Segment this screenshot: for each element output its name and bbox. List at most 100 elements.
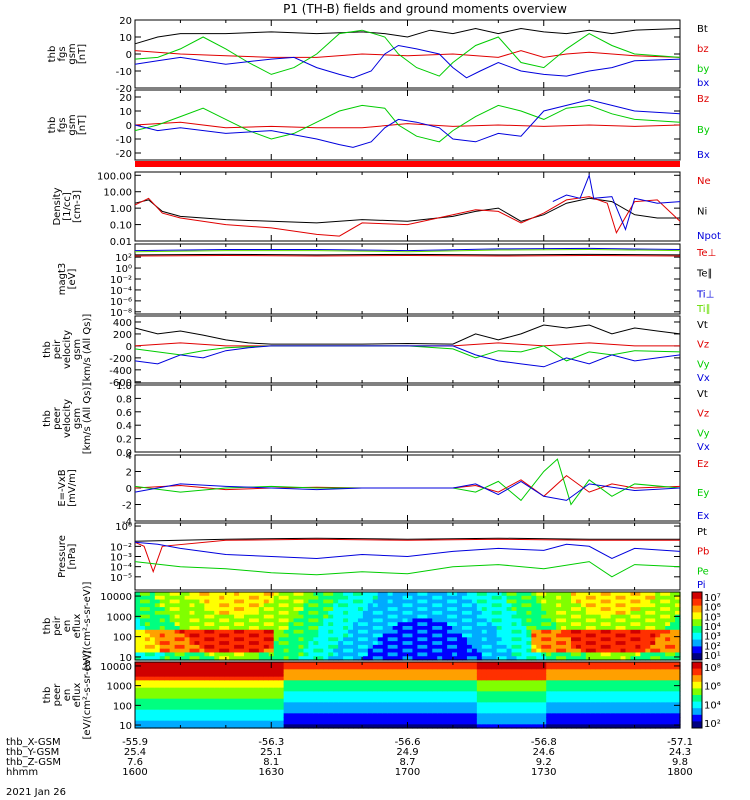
spectrogram-cell xyxy=(452,637,458,642)
spectrogram-cell xyxy=(288,652,295,657)
spectrogram-cell xyxy=(561,673,567,678)
spectrogram-cell xyxy=(640,610,646,616)
spectrogram-cell xyxy=(442,610,448,616)
spectrogram-cell xyxy=(481,656,488,661)
spectrogram-cell xyxy=(600,713,607,718)
spectrogram-cell xyxy=(273,629,280,635)
ephemeris-value: 1630 xyxy=(259,767,284,778)
spectrogram-cell xyxy=(447,648,453,654)
spectrogram-cell xyxy=(402,603,409,608)
spectrogram-cell xyxy=(452,684,458,689)
spectrogram-cell xyxy=(164,637,171,642)
spectrogram-cell xyxy=(571,724,577,729)
spectrogram-cell xyxy=(427,644,433,650)
spectrogram-cell xyxy=(640,662,646,667)
spectrogram-cell xyxy=(239,713,245,718)
spectrogram-cell xyxy=(164,709,171,714)
spectrogram-cell xyxy=(466,720,473,725)
spectrogram-cell xyxy=(536,724,542,729)
spectrogram-cell xyxy=(253,713,260,718)
spectrogram-cell xyxy=(650,706,656,711)
spectrogram-cell xyxy=(645,673,651,678)
spectrogram-cell xyxy=(303,691,310,696)
spectrogram-cell xyxy=(561,698,567,703)
spectrogram-cell xyxy=(501,687,508,692)
spectrogram-cell xyxy=(462,648,468,654)
spectrogram-cell xyxy=(650,698,656,703)
spectrogram-cell xyxy=(556,717,562,722)
spectrogram-cell xyxy=(323,633,329,638)
spectrogram-cell xyxy=(338,603,344,608)
spectrogram-cell xyxy=(224,662,230,667)
spectrogram-cell xyxy=(248,706,255,711)
spectrogram-cell xyxy=(283,595,290,601)
spectrogram-cell xyxy=(506,618,513,623)
spectrogram-cell xyxy=(278,637,285,642)
spectrogram-cell xyxy=(506,622,513,627)
spectrogram-cell xyxy=(169,599,176,604)
spectrogram-cell xyxy=(417,691,423,696)
spectrogram-cell xyxy=(660,595,666,601)
spectrogram-cell xyxy=(263,698,270,703)
spectrogram-cell xyxy=(462,717,468,722)
spectrogram-cell xyxy=(164,622,171,627)
spectrogram-cell xyxy=(640,720,646,725)
spectrogram-cell xyxy=(397,592,404,597)
spectrogram-cell xyxy=(566,633,572,638)
spectrogram-cell xyxy=(551,652,557,657)
spectrogram-cell xyxy=(362,702,369,707)
spectrogram-cell xyxy=(244,673,250,678)
spectrogram-cell xyxy=(566,652,572,657)
spectrogram-cell xyxy=(536,607,542,612)
spectrogram-cell xyxy=(189,717,196,722)
spectrogram-cell xyxy=(660,637,666,642)
spectrogram-cell xyxy=(367,644,374,650)
spectrogram-cell xyxy=(184,669,191,674)
spectrogram-cell xyxy=(184,662,191,667)
spectrogram-cell xyxy=(422,713,428,718)
spectrogram-cell xyxy=(660,724,666,729)
spectrogram-cell xyxy=(620,656,627,661)
spectrogram-cell xyxy=(372,706,379,711)
spectrogram-cell xyxy=(417,618,423,623)
spectrogram-cell xyxy=(536,614,542,620)
series-Bz xyxy=(134,121,681,129)
spectrogram-cell xyxy=(580,713,587,718)
spectrogram-cell xyxy=(397,684,404,689)
spectrogram-cell xyxy=(541,676,547,681)
spectrogram-cell xyxy=(437,691,443,696)
spectrogram-cell xyxy=(546,698,552,703)
spectrogram-cell xyxy=(571,684,577,689)
spectrogram-cell xyxy=(561,713,567,718)
spectrogram-cell xyxy=(506,702,513,707)
spectrogram-cell xyxy=(258,603,265,608)
spectrogram-cell xyxy=(452,662,458,667)
spectrogram-cell xyxy=(263,622,270,627)
spectrogram-cell xyxy=(630,633,637,638)
spectrogram-cell xyxy=(283,592,290,597)
spectrogram-cell xyxy=(546,637,552,642)
spectrogram-cell xyxy=(278,669,285,674)
spectrogram-cell xyxy=(650,720,656,725)
spectrogram-cell xyxy=(432,607,438,612)
spectrogram-cell xyxy=(248,648,255,654)
spectrogram-cell xyxy=(179,656,186,661)
spectrogram-cell xyxy=(561,603,567,608)
spectrogram-cell xyxy=(248,702,255,707)
spectrogram-cell xyxy=(204,644,210,650)
spectrogram-cell xyxy=(600,656,607,661)
spectrogram-cell xyxy=(546,610,552,616)
spectrogram-cell xyxy=(382,698,389,703)
spectrogram-cell xyxy=(625,691,632,696)
spectrogram-cell xyxy=(442,702,448,707)
spectrogram-cell xyxy=(308,691,314,696)
spectrogram-cell xyxy=(308,665,314,670)
spectrogram-cell xyxy=(164,618,171,623)
spectrogram-cell xyxy=(442,698,448,703)
spectrogram-cell xyxy=(239,695,245,700)
spectrogram-cell xyxy=(159,599,166,604)
spectrogram-cell xyxy=(209,603,215,608)
spectrogram-cell xyxy=(288,610,295,616)
spectrogram-cell xyxy=(367,637,374,642)
y-tick-label: 100.00 xyxy=(97,171,132,182)
